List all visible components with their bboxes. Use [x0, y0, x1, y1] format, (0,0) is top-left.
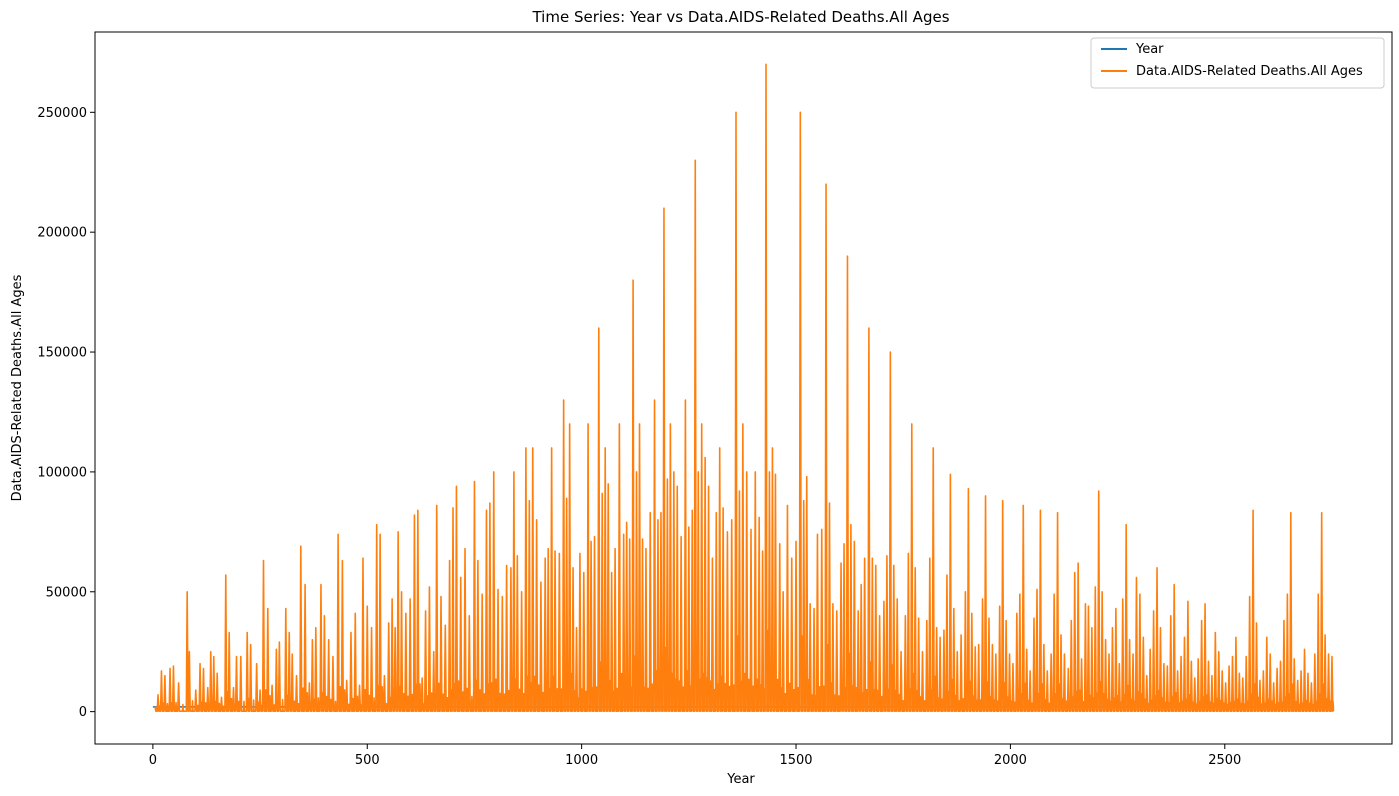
- x-axis-label: Year: [726, 772, 755, 787]
- legend: Year Data.AIDS-Related Deaths.All Ages: [1090, 37, 1385, 89]
- legend-label-aids-deaths: Data.AIDS-Related Deaths.All Ages: [1136, 64, 1363, 79]
- series-line-aids-deaths: [154, 63, 1335, 712]
- plot-frame: [94, 31, 1393, 745]
- chart-title: Time Series: Year vs Data.AIDS-Related D…: [531, 8, 949, 26]
- y-tick-label: 200000: [37, 226, 87, 241]
- series-layer: [152, 63, 1335, 712]
- y-tick-label: 100000: [37, 465, 87, 480]
- x-tick-label: 2000: [994, 753, 1027, 768]
- y-tick-label: 50000: [46, 585, 87, 600]
- x-axis: 0 500 1000 1500 2000 2500: [149, 744, 1241, 768]
- x-tick-label: 2500: [1208, 753, 1241, 768]
- y-tick-label: 150000: [37, 346, 87, 361]
- legend-box: [1090, 37, 1385, 89]
- x-tick-label: 1500: [779, 753, 812, 768]
- y-tick-label: 0: [79, 705, 87, 720]
- y-axis: 0 50000 100000 150000 200000 250000: [37, 106, 95, 720]
- legend-label-year: Year: [1135, 42, 1164, 57]
- x-tick-label: 1000: [565, 753, 598, 768]
- y-axis-label: Data.AIDS-Related Deaths.All Ages: [10, 274, 25, 501]
- x-tick-label: 0: [149, 753, 157, 768]
- y-tick-label: 250000: [37, 106, 87, 121]
- x-tick-label: 500: [355, 753, 380, 768]
